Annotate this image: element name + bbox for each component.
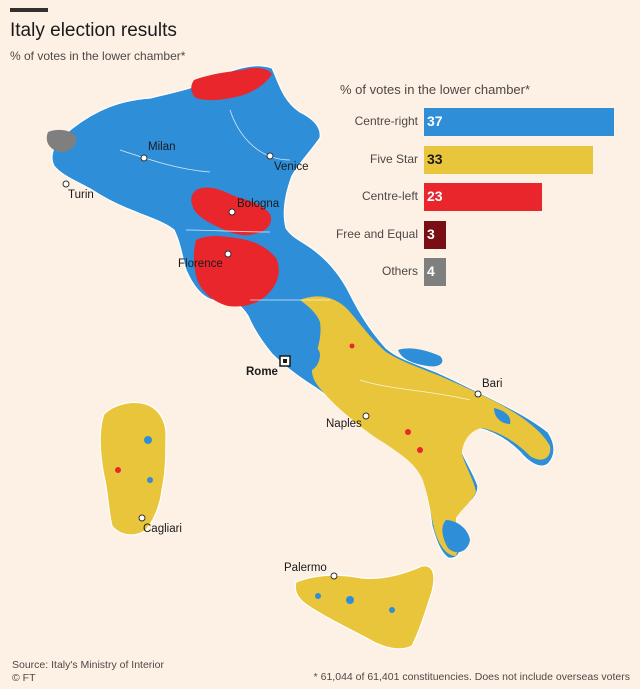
bar-centre-right — [424, 108, 614, 136]
south-blue-1 — [294, 343, 320, 372]
bar-row-centre-right: Centre-right 37 — [320, 108, 630, 136]
south-blue-4 — [494, 408, 511, 424]
bar-row-free-and-equal: Free and Equal 3 — [320, 221, 630, 249]
centre-left-north — [191, 67, 272, 101]
credit-text: © FT — [12, 672, 36, 684]
bar-label: Others — [381, 264, 418, 278]
city-label-rome: Rome — [246, 366, 278, 378]
bar-value: 3 — [427, 226, 435, 242]
bar-label: Centre-right — [354, 114, 418, 128]
centre-left-tuscany — [193, 236, 279, 307]
bar-value: 4 — [427, 263, 435, 279]
chart-title: % of votes in the lower chamber* — [340, 82, 531, 97]
city-label-bari: Bari — [482, 378, 503, 390]
bar-label: Centre-left — [361, 189, 418, 203]
bar-free-and-equal — [424, 221, 446, 249]
bar-label: Five Star — [369, 152, 418, 166]
brand-bar — [10, 8, 48, 12]
bar-centre-left — [424, 183, 543, 211]
bar-label: Free and Equal — [335, 227, 418, 241]
sicily — [294, 565, 435, 650]
bar-row-others: Others 4 — [320, 258, 630, 286]
city-label-venice: Venice — [274, 161, 309, 173]
footnote: * 61,044 of 61,401 constituencies. Does … — [313, 671, 630, 683]
bar-five-star — [424, 146, 594, 174]
bar-value: 23 — [427, 188, 443, 204]
five-star-south — [300, 296, 551, 556]
bar-value: 33 — [427, 151, 443, 167]
city-label-florence: Florence — [178, 258, 223, 270]
page-subtitle: % of votes in the lower chamber* — [10, 49, 186, 63]
city-label-cagliari: Cagliari — [143, 523, 182, 535]
bar-row-centre-left: Centre-left 23 — [320, 183, 630, 211]
city-label-milan: Milan — [148, 141, 176, 153]
city-label-bologna: Bologna — [237, 198, 280, 210]
city-label-naples: Naples — [326, 418, 362, 430]
bar-row-five-star: Five Star 33 — [320, 146, 630, 174]
city-label-turin: Turin — [68, 189, 94, 201]
south-blue-2 — [398, 348, 443, 367]
sardinia — [99, 401, 167, 536]
others-aosta — [46, 129, 77, 152]
source-note: Source: Italy's Ministry of Interior © F… — [12, 659, 164, 685]
bar-value: 37 — [427, 113, 443, 129]
south-blue-3 — [442, 520, 470, 553]
source-text: Source: Italy's Ministry of Interior — [12, 659, 164, 671]
city-label-palermo: Palermo — [284, 562, 327, 574]
page-title: Italy election results — [10, 20, 177, 41]
bar-others — [424, 258, 446, 286]
